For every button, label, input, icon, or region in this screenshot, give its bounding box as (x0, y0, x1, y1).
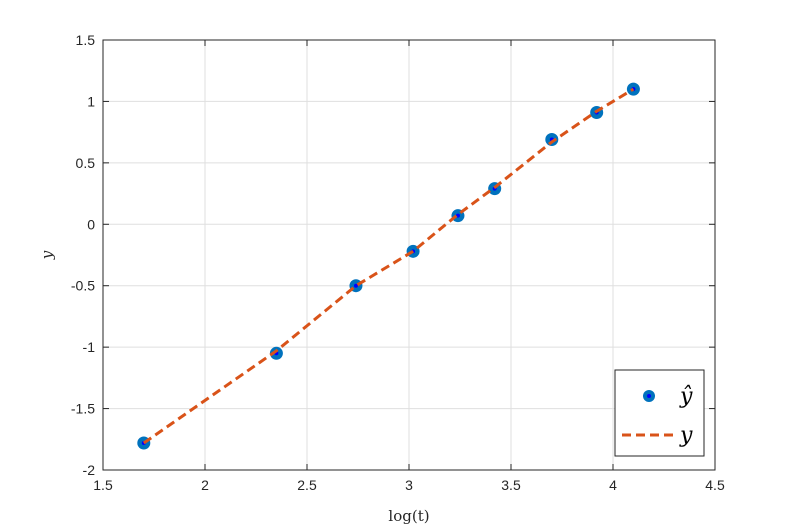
ticks: 1.5 2 2.5 3 3.5 4 4.5 -2 -1.5 -1 -0.5 0 0.5 1 1.5 (71, 32, 725, 493)
x-tick-label: 3 (405, 477, 413, 493)
y-tick-label: 0 (87, 216, 95, 232)
legend-marker-yhat-center (647, 394, 651, 398)
y-tick-label: 0.5 (76, 155, 96, 171)
y-tick-label: -2 (83, 462, 96, 478)
y-tick-label: -1 (83, 339, 96, 355)
yhat-point-center (353, 283, 358, 288)
y-tick-label: 1.5 (76, 32, 96, 48)
y-tick-label: -1.5 (71, 401, 95, 417)
legend-label-y: y (679, 423, 693, 448)
legend: ŷ y (614, 369, 705, 457)
x-tick-label: 2.5 (297, 477, 317, 493)
x-tick-label: 4 (609, 477, 617, 493)
legend-label-yhat: ŷ (679, 384, 693, 409)
legend-box (614, 369, 705, 457)
y-tick-label: 1 (87, 93, 95, 109)
x-tick-label: 4.5 (705, 477, 725, 493)
y-tick-label: -0.5 (71, 278, 95, 294)
x-tick-label: 2 (201, 477, 209, 493)
x-axis-label: log(t) (388, 507, 429, 525)
y-axis-label: y (38, 250, 56, 260)
x-tick-label: 3.5 (501, 477, 521, 493)
series-layer (137, 82, 640, 450)
x-tick-label: 1.5 (93, 477, 113, 493)
